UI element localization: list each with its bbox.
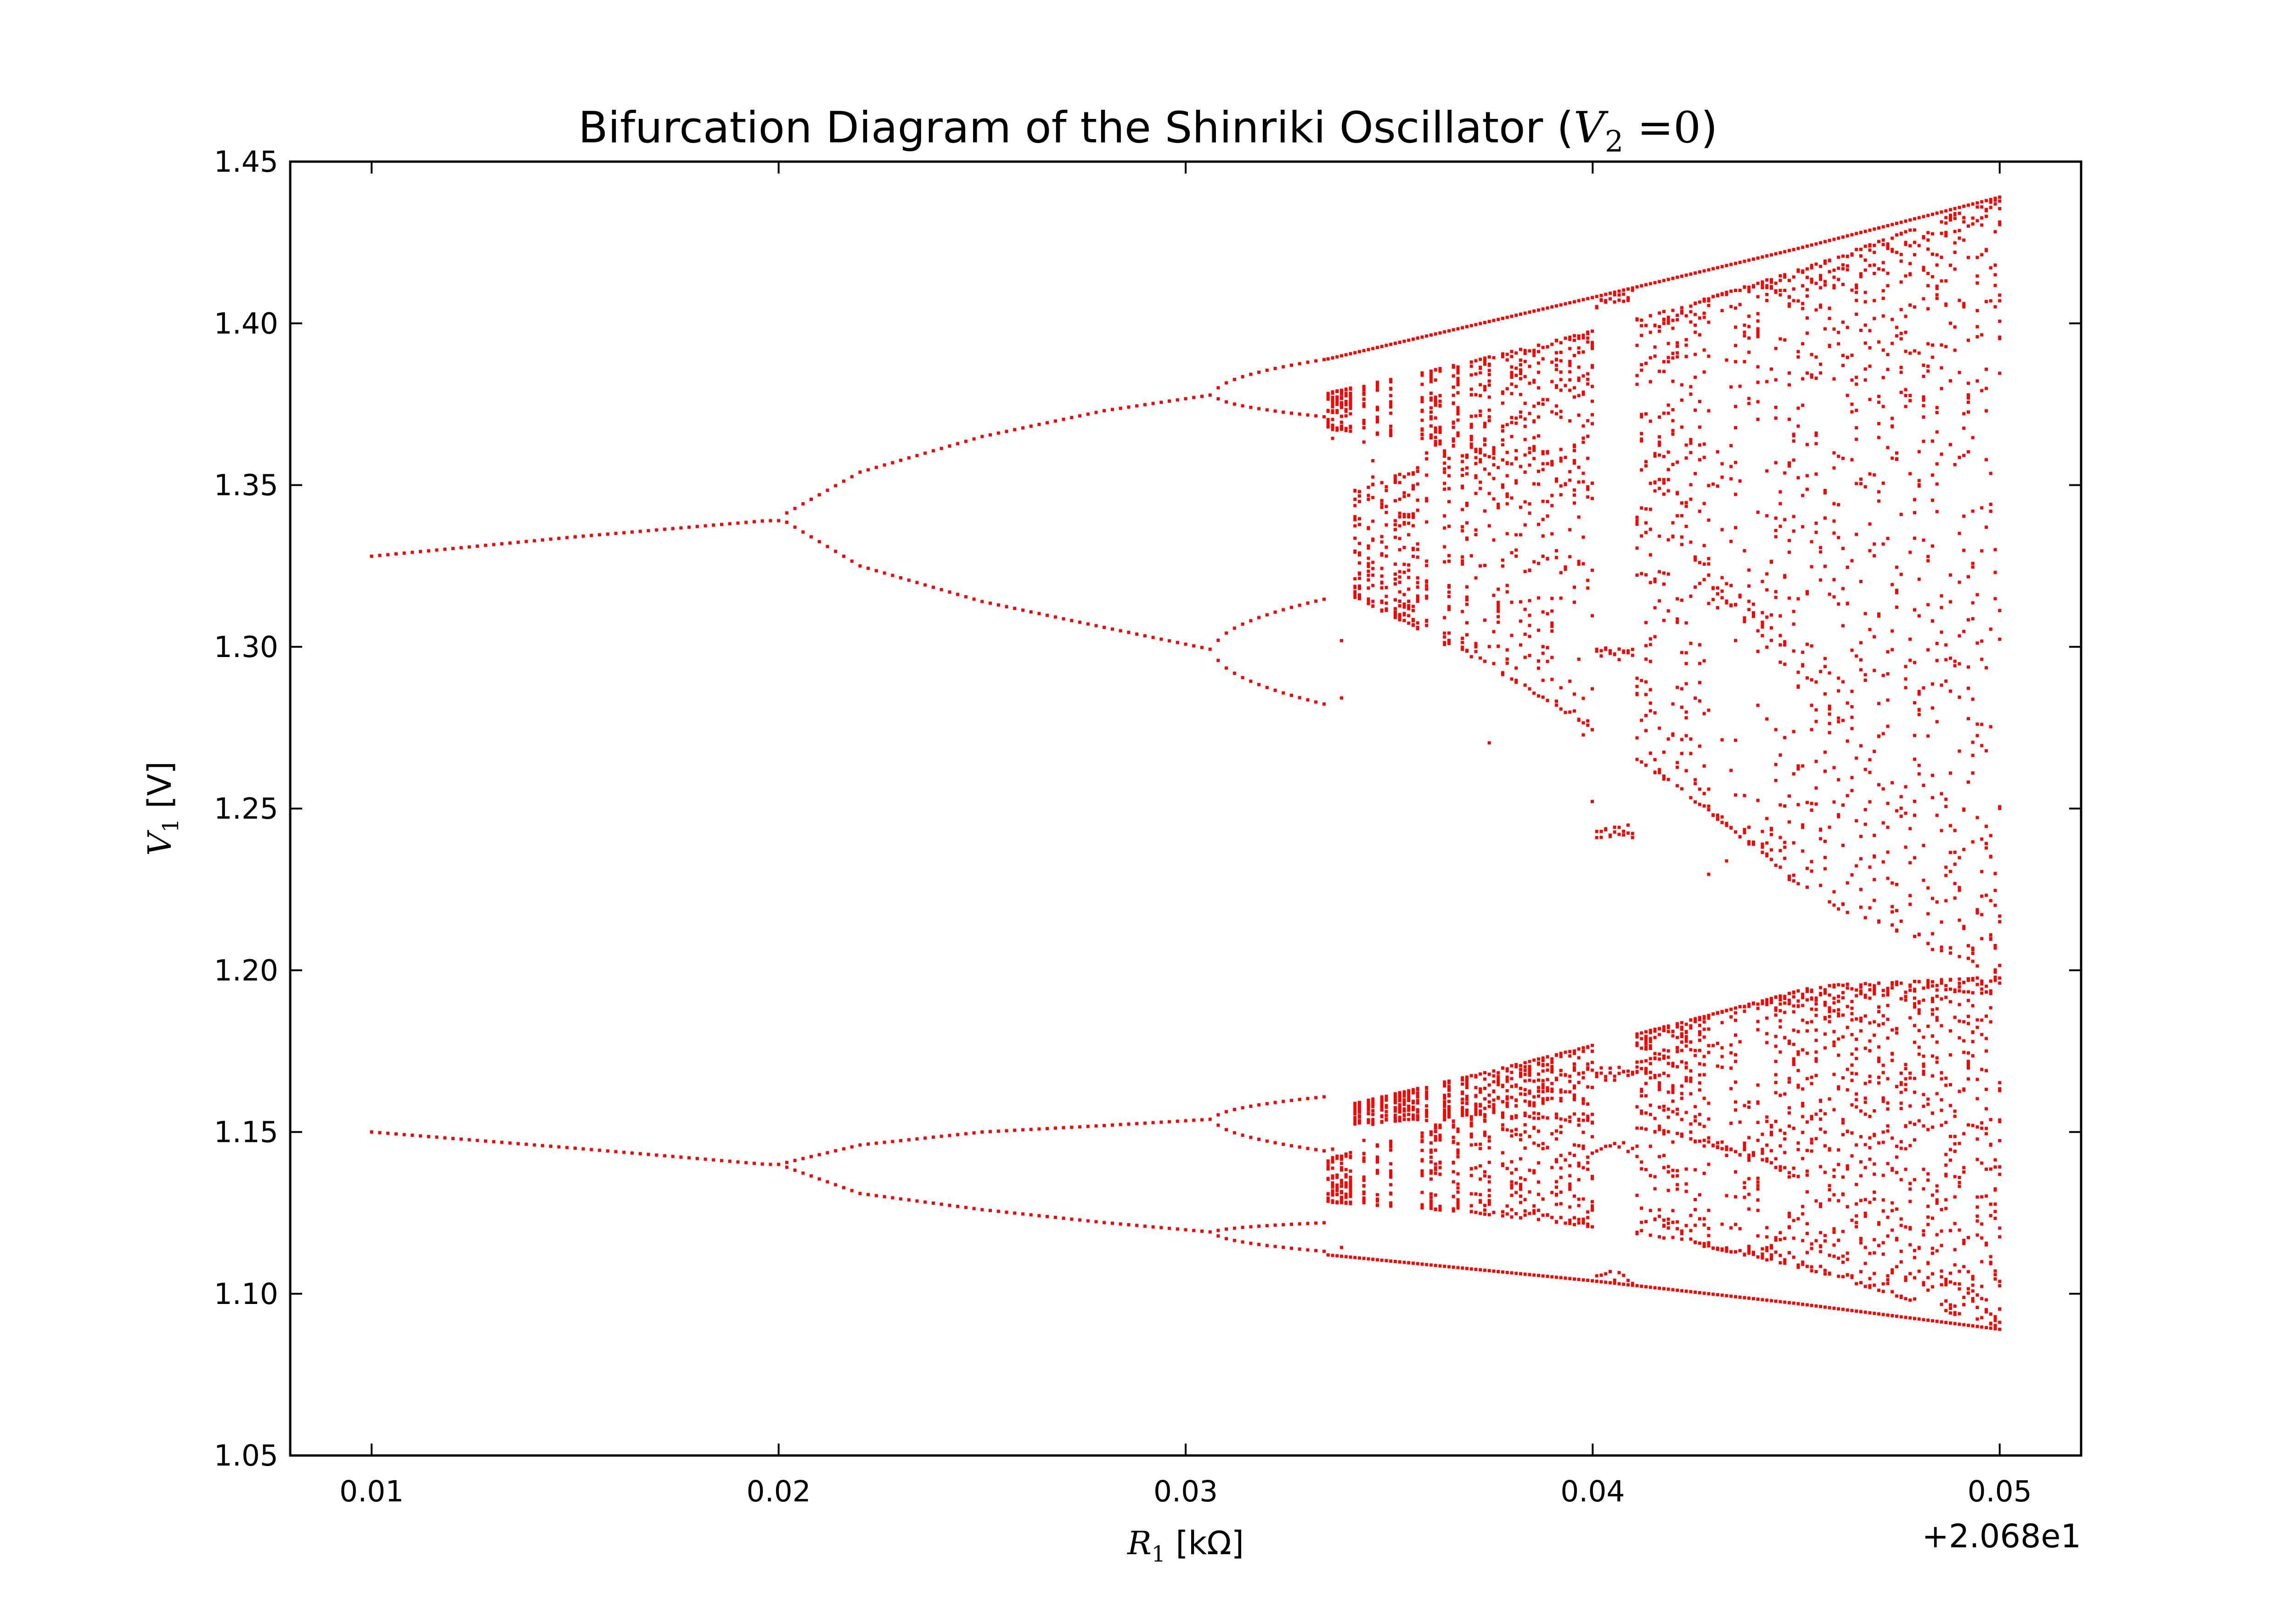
x-tick-label: 0.02 <box>746 1475 810 1508</box>
y-tick-label: 1.45 <box>214 145 278 179</box>
x-tick-label: 0.05 <box>1968 1475 2032 1508</box>
x-tick-label: 0.03 <box>1154 1475 1218 1508</box>
x-axis-offset-text: +2.068e1 <box>1922 1517 2081 1555</box>
chart-title: Bifurcation Diagram of the Shinriki Osci… <box>578 103 1717 159</box>
y-axis-label: V1 [V] <box>141 761 184 856</box>
y-tick-label: 1.40 <box>214 307 278 340</box>
y-tick-label: 1.25 <box>214 792 278 826</box>
y-tick-label: 1.35 <box>214 469 278 502</box>
x-axis-label: R1 [kΩ] <box>1126 1524 1244 1567</box>
y-tick-label: 1.15 <box>214 1116 278 1149</box>
y-axis-ticks: 1.05 1.10 1.15 1.20 1.25 1.30 1.35 1.40 1.45 <box>214 145 2081 1472</box>
y-tick-label: 1.20 <box>214 954 278 987</box>
x-tick-label: 0.04 <box>1560 1475 1625 1508</box>
x-tick-label: 0.01 <box>339 1475 404 1508</box>
x-axis-ticks: 0.01 0.02 0.03 0.04 0.05 <box>339 162 2032 1508</box>
y-tick-label: 1.05 <box>214 1439 278 1472</box>
y-tick-label: 1.10 <box>214 1277 278 1311</box>
y-tick-label: 1.30 <box>214 630 278 664</box>
